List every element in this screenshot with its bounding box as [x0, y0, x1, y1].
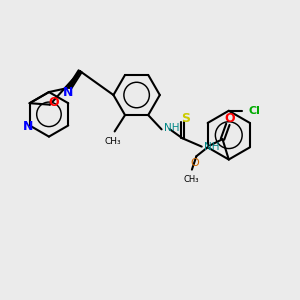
Text: S: S: [182, 112, 190, 125]
Text: NH: NH: [164, 123, 179, 133]
Text: Cl: Cl: [249, 106, 261, 116]
Text: NH: NH: [204, 142, 220, 152]
Text: O: O: [48, 96, 59, 109]
Text: CH₃: CH₃: [183, 175, 199, 184]
Text: O: O: [224, 112, 235, 125]
Text: N: N: [63, 86, 74, 99]
Text: CH₃: CH₃: [105, 137, 122, 146]
Text: N: N: [23, 121, 33, 134]
Text: O: O: [190, 158, 199, 168]
